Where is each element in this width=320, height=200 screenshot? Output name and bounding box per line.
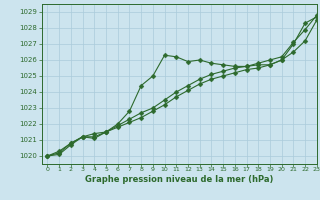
X-axis label: Graphe pression niveau de la mer (hPa): Graphe pression niveau de la mer (hPa) [85,175,273,184]
